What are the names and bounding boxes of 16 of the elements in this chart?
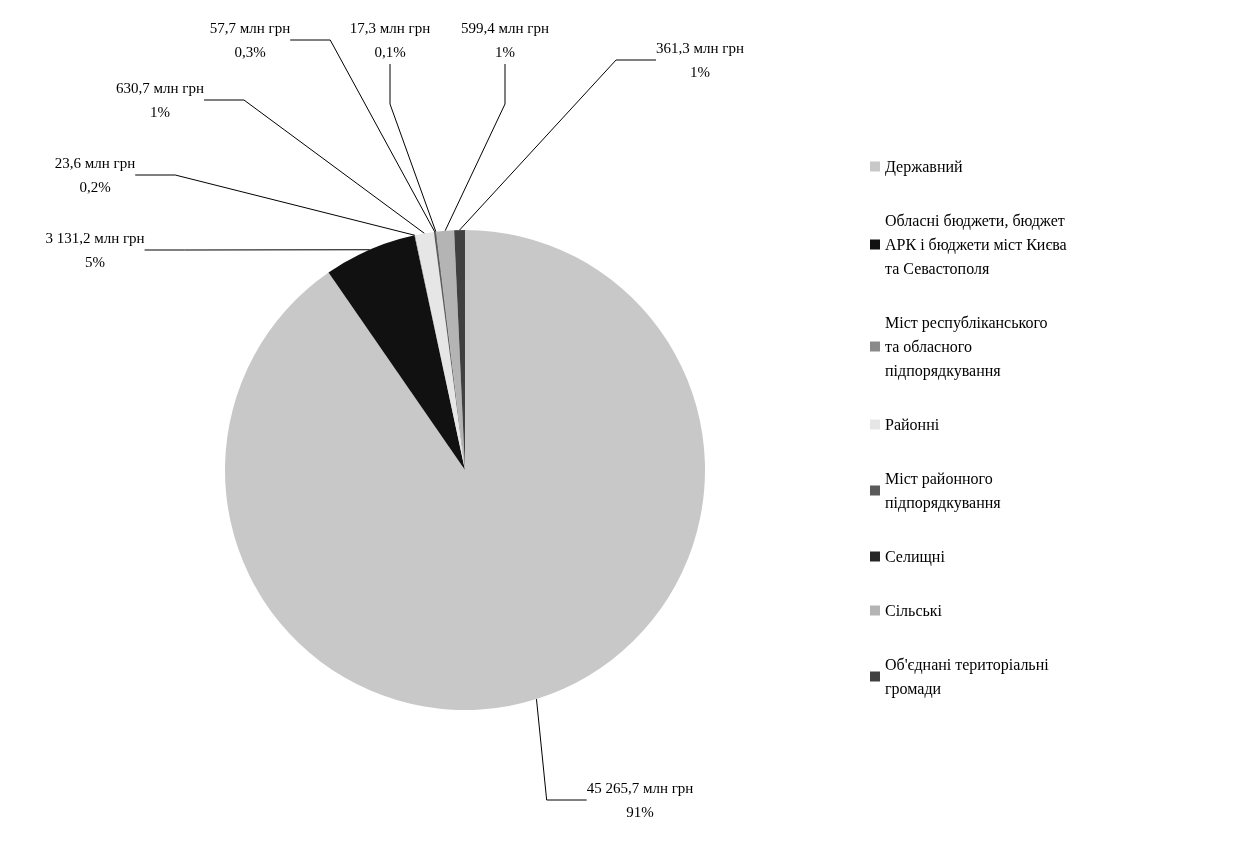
legend-label: Державний	[885, 158, 964, 176]
legend-label: Об'єднані територіальні громади	[885, 656, 1053, 698]
legend-label: Міст районного підпорядкування	[885, 470, 1002, 512]
data-label: 17,3 млн грн 0,1%	[349, 20, 431, 60]
legend-label: Районні	[885, 416, 940, 433]
legend-label: Сільські	[885, 602, 943, 619]
data-label: 361,3 млн грн 1%	[656, 40, 744, 80]
data-label: 45 265,7 млн грн 91%	[586, 780, 694, 820]
data-label: 3 131,2 млн грн 5%	[45, 230, 145, 270]
data-label: 23,6 млн грн 0,2%	[54, 155, 136, 195]
legend-label: Селищні	[885, 548, 946, 566]
legend-label: Обласні бюджети, бюджет АРК і бюджети міст Києва та Севастополя	[885, 212, 1071, 277]
legend-label: Міст республіканського та обласного підпорядкування	[885, 314, 1052, 380]
data-label: 57,7 млн грн 0,3%	[209, 20, 291, 60]
data-label: 630,7 млн грн 1%	[116, 80, 204, 120]
data-label: 599,4 млн грн 1%	[461, 20, 549, 60]
